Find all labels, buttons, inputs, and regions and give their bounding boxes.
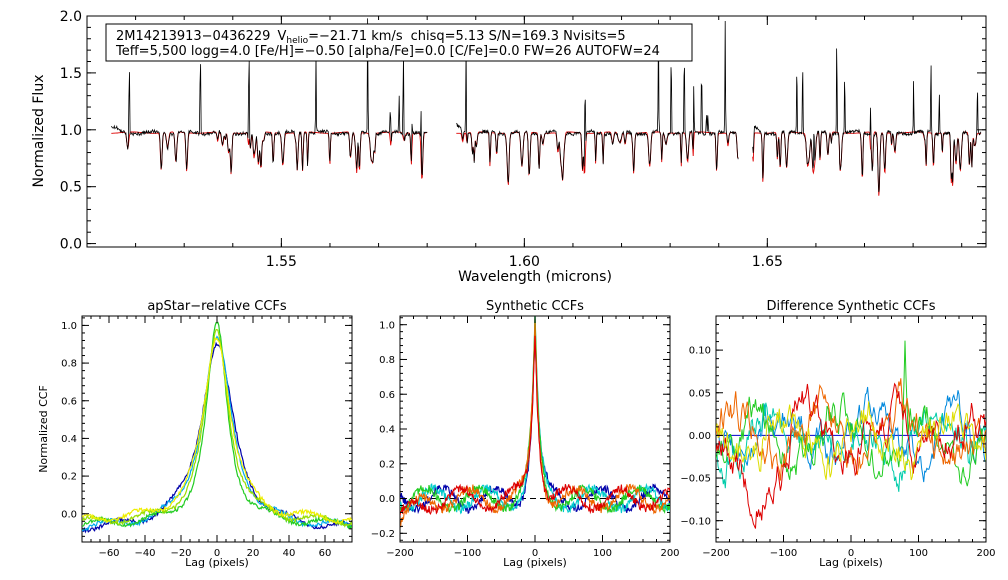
synthetic-ccf-axes: −200 −100 0 100 200 −0.2 0.0 0.2 0.4 0.6 0.8 1.0 xyxy=(371,316,680,559)
synthetic-ccf-x-tick-label: −200 xyxy=(386,548,413,559)
apstar-ccf-visit-5-line xyxy=(82,336,352,525)
difference-ccf-y-tick-label: −0.10 xyxy=(680,516,711,527)
apstar-ccf-axes: −60 −40 −20 0 20 40 60 0.0 0.2 0.4 0.6 0.8 1.0 xyxy=(61,316,353,559)
difference-ccf-x-tick-label: 200 xyxy=(976,548,995,559)
synthetic-ccf-y-tick-label: 0.4 xyxy=(379,425,395,436)
apstar-ccf-title: apStar−relative CCFs xyxy=(147,299,287,314)
synthetic-ccf-visit-2-line xyxy=(400,316,670,515)
difference-ccf-visit-1-line xyxy=(716,386,986,483)
spectrum-y-tick-label: 0.0 xyxy=(60,237,82,253)
spectrum-model-line xyxy=(456,131,739,185)
apstar-ccf-visit-2-line xyxy=(82,335,352,532)
apstar-ccf-visit-1-line xyxy=(82,341,352,534)
spectrum-observed-line xyxy=(752,48,982,193)
difference-ccf-visit-3-line xyxy=(716,340,986,487)
synthetic-ccf-y-tick-label: 0.2 xyxy=(379,459,395,470)
synthetic-ccf-title: Synthetic CCFs xyxy=(486,299,584,314)
difference-ccf-visit-5-line xyxy=(716,382,986,529)
apstar-ccf-x-tick-label: −60 xyxy=(98,548,119,559)
apstar-ccf-visit-4-line xyxy=(82,328,352,528)
difference-ccf-x-tick-label: 100 xyxy=(909,548,928,559)
spectrum-plot-frame xyxy=(86,15,987,248)
difference-ccf-panel: −200 −100 0 100 200 −0.10 −0.05 0.00 0.05 0.10 Di… xyxy=(680,299,995,569)
apstar-ccf-x-tick-label: 0 xyxy=(214,548,220,559)
apstar-ccf-y-tick-label: 0.0 xyxy=(61,509,77,520)
synthetic-ccf-x-tick-label: 200 xyxy=(660,548,679,559)
difference-ccf-x-tick-label: −100 xyxy=(770,548,797,559)
spectrum-axes: 1.55 1.60 1.65 0.0 0.5 1.0 1.5 2.0 xyxy=(60,9,986,270)
apstar-ccf-x-axis-label: Lag (pixels) xyxy=(185,556,249,569)
spectrum-model-line xyxy=(111,131,428,179)
difference-ccf-y-tick-label: 0.10 xyxy=(689,346,711,357)
spectrum-x-tick-label: 1.65 xyxy=(752,254,783,270)
star-info-line-1: 2M14213913−0436229 Vhelio=−21.71 km/s chis… xyxy=(116,29,626,46)
apstar-ccf-y-tick-label: 0.4 xyxy=(61,434,77,445)
synthetic-ccf-panel: −200 −100 0 100 200 −0.2 0.0 0.2 0.4 0.6 0.8 1.0 Sy… xyxy=(371,299,680,569)
apstar-ccf-x-tick-label: 40 xyxy=(283,548,296,559)
spectrum-y-tick-label: 2.0 xyxy=(60,9,82,25)
difference-ccf-visit-4-line xyxy=(716,378,986,481)
difference-ccf-x-tick-label: 0 xyxy=(848,548,854,559)
synthetic-ccf-x-tick-label: −100 xyxy=(454,548,481,559)
apstar-ccf-x-tick-label: 60 xyxy=(319,548,332,559)
synthetic-ccf-y-tick-label: −0.2 xyxy=(371,529,395,540)
spectrum-observed-line xyxy=(456,19,739,183)
difference-ccf-x-axis-label: Lag (pixels) xyxy=(819,556,883,569)
apstar-ccf-x-tick-label: 20 xyxy=(247,548,260,559)
spectrum-y-tick-label: 1.0 xyxy=(60,123,82,139)
apstar-ccf-y-axis-label: Normalized CCF xyxy=(37,385,50,473)
synthetic-ccf-y-tick-label: 1.0 xyxy=(379,320,395,331)
spectrum-panel: 1.55 1.60 1.65 0.0 0.5 1.0 1.5 2.0 2M14213913−0… xyxy=(31,9,987,285)
synthetic-ccf-x-axis-label: Lag (pixels) xyxy=(503,556,567,569)
apstar-ccf-panel: −60 −40 −20 0 20 40 60 0.0 0.2 0.4 0.6 0.8 1.0 apSta… xyxy=(37,299,353,569)
synthetic-ccf-x-tick-label: 100 xyxy=(593,548,612,559)
spectrum-observed-line xyxy=(110,18,428,176)
apstar-ccf-series xyxy=(82,321,352,534)
difference-ccf-y-tick-label: −0.05 xyxy=(680,474,711,485)
synthetic-ccf-y-tick-label: 0.8 xyxy=(379,355,395,366)
apstar-ccf-x-tick-label: −40 xyxy=(134,548,155,559)
apstar-ccf-x-tick-label: −20 xyxy=(170,548,191,559)
spectrum-y-tick-label: 0.5 xyxy=(60,180,82,196)
difference-ccf-y-tick-label: 0.00 xyxy=(689,431,711,442)
star-info-box xyxy=(105,23,693,62)
synthetic-ccf-x-tick-label: 0 xyxy=(532,548,538,559)
spectrum-x-tick-label: 1.55 xyxy=(266,254,297,270)
spectrum-x-axis-label: Wavelength (microns) xyxy=(458,269,612,285)
spectrum-series xyxy=(110,18,982,196)
synthetic-ccf-y-tick-label: 0.0 xyxy=(379,494,395,505)
difference-ccf-series xyxy=(716,340,986,529)
apstar-ccf-y-tick-label: 0.2 xyxy=(61,472,77,483)
difference-ccf-title: Difference Synthetic CCFs xyxy=(766,299,935,314)
synthetic-ccf-series xyxy=(400,316,670,528)
star-info-line-2: Teff=5,500 logg=4.0 [Fe/H]=−0.50 [alpha/… xyxy=(115,44,660,59)
apstar-ccf-y-tick-label: 0.6 xyxy=(61,396,77,407)
difference-ccf-axes: −200 −100 0 100 200 −0.10 −0.05 0.00 0.05 0.10 xyxy=(680,315,996,559)
spectrum-y-tick-label: 1.5 xyxy=(60,66,82,82)
difference-ccf-x-tick-label: −200 xyxy=(702,548,729,559)
apstar-ccf-visit-3-line xyxy=(82,321,352,530)
apstar-ccf-y-tick-label: 1.0 xyxy=(61,321,77,332)
spectrum-y-axis-label: Normalized Flux xyxy=(31,75,47,188)
difference-ccf-y-tick-label: 0.05 xyxy=(689,388,711,399)
synthetic-ccf-visit-5-line xyxy=(400,335,670,516)
spectrum-x-tick-label: 1.60 xyxy=(509,254,540,270)
apstar-ccf-plot-frame xyxy=(81,315,353,543)
apstar-ccf-y-tick-label: 0.8 xyxy=(61,359,77,370)
difference-ccf-visit-6-line xyxy=(716,401,986,481)
synthetic-ccf-y-tick-label: 0.6 xyxy=(379,390,395,401)
